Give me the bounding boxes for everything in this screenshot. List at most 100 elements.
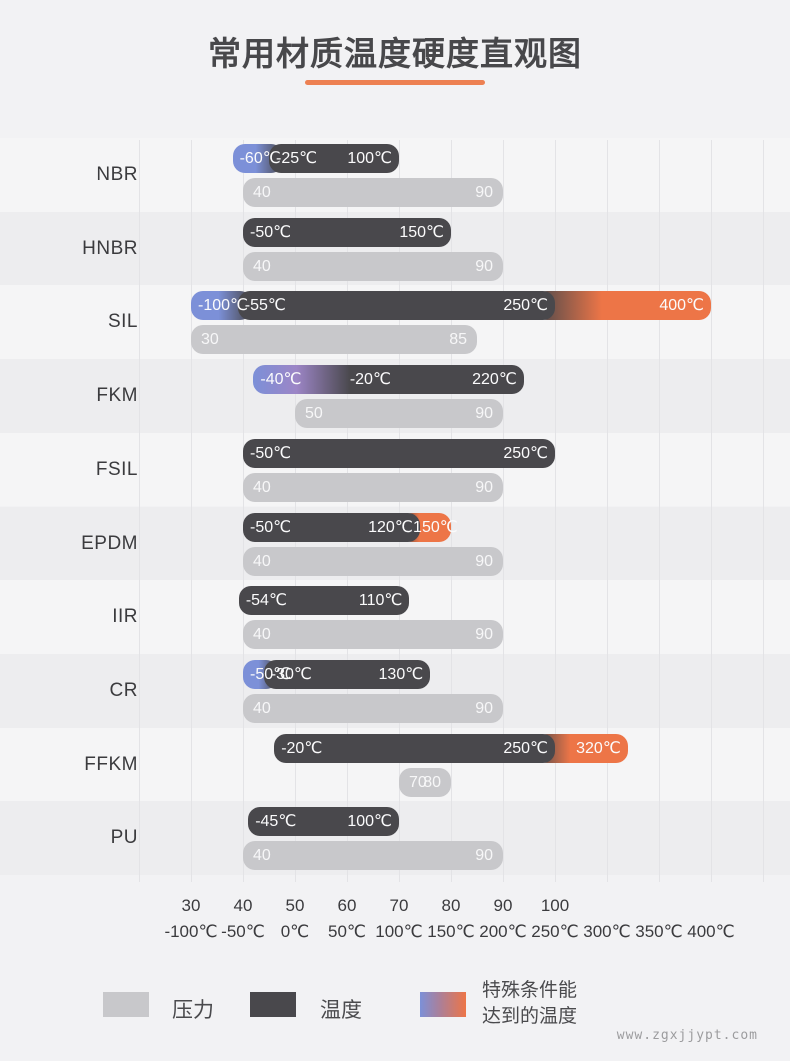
material-row: HNBR -50℃ 150℃ 40 90: [0, 217, 790, 282]
temp-value-label: 130℃: [378, 665, 424, 683]
temp-main-segment: [274, 733, 555, 763]
pressure-value-label: 90: [475, 478, 493, 496]
pressure-value-label: 85: [449, 331, 467, 349]
temperature-axis-tick: -50℃: [221, 922, 265, 941]
temp-value-label: 110℃: [358, 592, 403, 610]
temp-value-label: -50℃: [250, 665, 292, 683]
legend-label-special: 特殊条件能 达到的温度: [482, 978, 577, 1030]
hardness-axis-tick: 80: [441, 896, 461, 915]
pressure-bar: 40 90: [243, 620, 503, 650]
material-row: CR -50℃ -30℃ 130℃ 40 90: [0, 659, 790, 724]
hardness-axis-tick: 90: [493, 896, 513, 915]
pressure-value-label: 90: [475, 626, 493, 644]
temp-value-label: 100℃: [347, 813, 392, 831]
material-name: FSIL: [95, 458, 138, 480]
temperature-bar: -60℃ -25℃ 100℃: [0, 144, 790, 173]
pressure-value-label: 90: [475, 699, 493, 717]
temp-special-high-segment: [535, 291, 711, 321]
pressure-bar: 40 90: [243, 251, 503, 281]
temp-value-label: -55℃: [244, 297, 286, 315]
pressure-bar: 50 90: [295, 399, 503, 429]
temperature-bar: -100℃ -55℃ 250℃ 400℃: [0, 291, 790, 321]
temp-value-label: 100℃: [347, 150, 392, 167]
pressure-bar: 40 90: [243, 546, 503, 576]
pressure-value-label: 40: [253, 552, 271, 570]
gridline: [555, 140, 556, 882]
chart-legend: 压力 温度 特殊条件能 达到的温度: [0, 970, 790, 1040]
gridline: [659, 140, 660, 882]
material-row: EPDM -50℃ 120℃ 150℃ 40 90: [0, 512, 790, 577]
legend-swatch-special-gradient: [420, 992, 466, 1017]
legend-swatch-pressure: [103, 992, 149, 1017]
temp-main-segment: [269, 144, 399, 173]
pressure-value-label: 40: [253, 184, 271, 201]
temperature-axis-tick: 50℃: [327, 922, 367, 941]
legend-label-special-line2: 达到的温度: [482, 1006, 578, 1027]
watermark: www.zgxjjypt.com: [616, 1028, 758, 1043]
temp-value-label: 150℃: [413, 518, 458, 536]
temp-main-segment: [243, 438, 555, 468]
material-name: EPDM: [81, 532, 138, 554]
temp-value-label: 250℃: [503, 297, 548, 315]
pressure-bar: 30 85: [191, 325, 477, 355]
page-title: 常用材质温度硬度直观图: [208, 35, 582, 72]
pressure-value-label: 90: [475, 184, 493, 201]
temperature-bar: -50℃ -30℃ 130℃: [0, 659, 790, 689]
temperature-axis-tick: 400℃: [687, 922, 735, 941]
pressure-bar: 70 80: [399, 767, 451, 797]
legend-label-pressure: 压力: [172, 999, 214, 1022]
material-row: NBR -60℃ -25℃ 100℃ 40 90: [0, 144, 790, 208]
temperature-axis-tick: 150℃: [427, 922, 475, 941]
pressure-value-label: 30: [201, 331, 219, 349]
pressure-value-label: 90: [475, 257, 493, 275]
gridline: [763, 140, 764, 882]
material-row: FSIL -50℃ 250℃ 40 90: [0, 438, 790, 503]
temperature-axis-tick: 250℃: [531, 922, 579, 941]
temperature-axis-tick: 0℃: [280, 922, 310, 941]
temp-value-label: -100℃: [198, 297, 248, 315]
pressure-value-label: 40: [253, 478, 271, 496]
pressure-value-label: 40: [253, 847, 271, 865]
pressure-value-label: 70: [409, 773, 427, 791]
temperature-bar: -50℃ 120℃ 150℃: [0, 512, 790, 542]
temperature-bar: -20℃ 250℃ 320℃: [0, 733, 790, 763]
material-row: IIR -54℃ 110℃ 40 90: [0, 586, 790, 650]
hardness-axis-tick: 30: [181, 896, 201, 915]
hardness-axis-tick: 50: [285, 896, 305, 915]
temp-main-segment: [243, 512, 420, 542]
temp-value-label: -60℃: [239, 150, 281, 167]
gridline: [191, 140, 192, 882]
hardness-axis-tick: 70: [389, 896, 409, 915]
hardness-axis-tick: 40: [233, 896, 253, 915]
temperature-axis-tick: 200℃: [479, 922, 527, 941]
gridline: [503, 140, 504, 882]
material-row: PU -45℃ 100℃ 40 90: [0, 807, 790, 871]
temp-value-label: -40℃: [260, 371, 302, 389]
temp-value-label: -20℃: [281, 739, 323, 757]
legend-label-special-line1: 特殊条件能: [482, 980, 578, 1001]
pressure-bar: 40 90: [243, 841, 503, 871]
gridline: [243, 140, 244, 882]
material-name: FFKM: [84, 753, 138, 775]
pressure-value-label: 40: [253, 699, 271, 717]
temperature-bar: -40℃ -20℃ 220℃: [0, 365, 790, 395]
hardness-axis-tick: 100: [540, 896, 570, 915]
temp-main-segment: [263, 659, 431, 689]
gridline: [607, 140, 608, 882]
gridline: [347, 140, 348, 882]
temp-value-label: -50℃: [250, 223, 292, 241]
temp-gradient-segment: [253, 365, 524, 395]
material-name: CR: [109, 679, 138, 701]
gridline: [399, 140, 400, 882]
temp-value-label: -54℃: [245, 592, 287, 610]
temp-value-label: 250℃: [503, 444, 548, 462]
material-name: SIL: [107, 311, 138, 333]
temp-value-label: -50℃: [250, 444, 292, 462]
material-row: FKM -40℃ -20℃ 220℃ 50 90: [0, 365, 790, 429]
pressure-value-label: 40: [253, 257, 271, 275]
temperature-bar: -54℃ 110℃: [0, 586, 790, 616]
temperature-axis-tick: 300℃: [583, 922, 631, 941]
temp-value-label: -45℃: [255, 813, 297, 831]
pressure-value-label: 90: [475, 847, 493, 865]
gridline: [451, 140, 452, 882]
